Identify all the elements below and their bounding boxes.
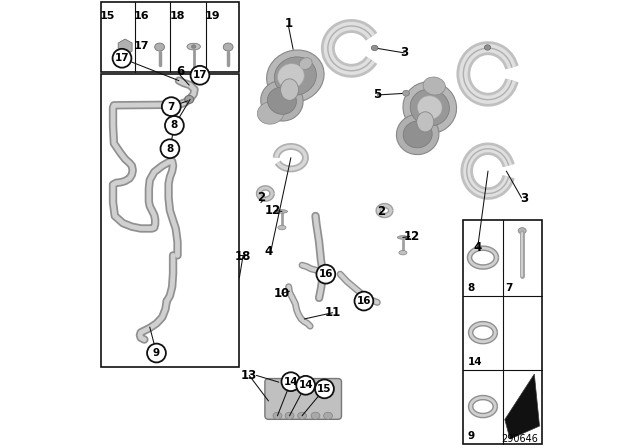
Ellipse shape [278,64,304,89]
Ellipse shape [518,228,526,234]
Polygon shape [505,374,540,439]
Ellipse shape [324,412,333,419]
Ellipse shape [417,96,442,119]
Ellipse shape [403,121,432,148]
Text: 10: 10 [274,287,290,300]
Ellipse shape [417,112,434,132]
Text: 19: 19 [205,11,220,21]
Ellipse shape [484,45,491,50]
Circle shape [162,97,180,116]
Text: 11: 11 [324,306,340,319]
Ellipse shape [276,210,287,213]
Text: 5: 5 [373,88,381,102]
Ellipse shape [300,58,312,69]
Ellipse shape [396,114,439,155]
Ellipse shape [275,57,316,95]
Ellipse shape [223,43,233,51]
Ellipse shape [399,250,407,255]
Text: 18: 18 [235,250,251,263]
Circle shape [316,265,335,284]
Bar [101,2,239,72]
Text: 14: 14 [298,380,313,390]
Ellipse shape [267,50,324,102]
Text: 3: 3 [400,46,408,60]
Bar [463,220,541,444]
Ellipse shape [185,95,194,103]
Ellipse shape [280,79,298,100]
Text: 1: 1 [285,17,292,30]
Text: 2: 2 [377,205,385,218]
Text: 2: 2 [257,190,265,204]
Text: 15: 15 [317,384,332,394]
Text: 8: 8 [171,121,178,130]
Ellipse shape [260,81,303,121]
Ellipse shape [298,412,307,419]
Ellipse shape [410,89,449,126]
FancyBboxPatch shape [265,379,342,419]
Text: 8: 8 [166,144,173,154]
Bar [101,74,239,367]
Ellipse shape [191,45,196,48]
Text: 6: 6 [176,65,184,78]
Ellipse shape [268,87,296,114]
Circle shape [165,116,184,135]
Text: 3: 3 [520,191,528,205]
Text: 15: 15 [99,11,115,21]
Text: 9: 9 [468,431,475,441]
Text: 13: 13 [241,369,257,382]
Ellipse shape [403,90,410,96]
Circle shape [161,139,179,158]
Ellipse shape [257,102,284,124]
Text: 4: 4 [264,245,273,258]
Text: 17: 17 [193,70,207,80]
Text: 4: 4 [474,241,482,254]
Text: 290646: 290646 [502,435,539,444]
Text: 17: 17 [134,41,150,51]
Ellipse shape [285,412,294,419]
Text: 12: 12 [265,204,281,217]
Text: 18: 18 [170,11,186,21]
Text: 16: 16 [134,11,150,21]
Text: 12: 12 [404,230,420,243]
Text: 17: 17 [115,53,129,63]
Circle shape [191,66,209,85]
Text: 9: 9 [153,348,160,358]
Text: 7: 7 [505,284,512,293]
Circle shape [282,372,300,391]
Ellipse shape [155,43,164,51]
Ellipse shape [403,82,456,134]
Ellipse shape [273,412,282,419]
Text: 7: 7 [168,102,175,112]
Ellipse shape [278,225,286,230]
Ellipse shape [423,77,445,95]
Text: 16: 16 [319,269,333,279]
Circle shape [113,49,131,68]
Text: 14: 14 [468,358,483,367]
Ellipse shape [371,45,378,51]
Text: 14: 14 [284,377,298,387]
Ellipse shape [397,236,408,239]
Ellipse shape [311,412,320,419]
Circle shape [355,292,373,310]
Circle shape [147,344,166,362]
Circle shape [296,376,315,395]
Ellipse shape [187,43,200,50]
Text: 16: 16 [356,296,371,306]
Circle shape [315,379,334,398]
Text: 8: 8 [468,284,475,293]
